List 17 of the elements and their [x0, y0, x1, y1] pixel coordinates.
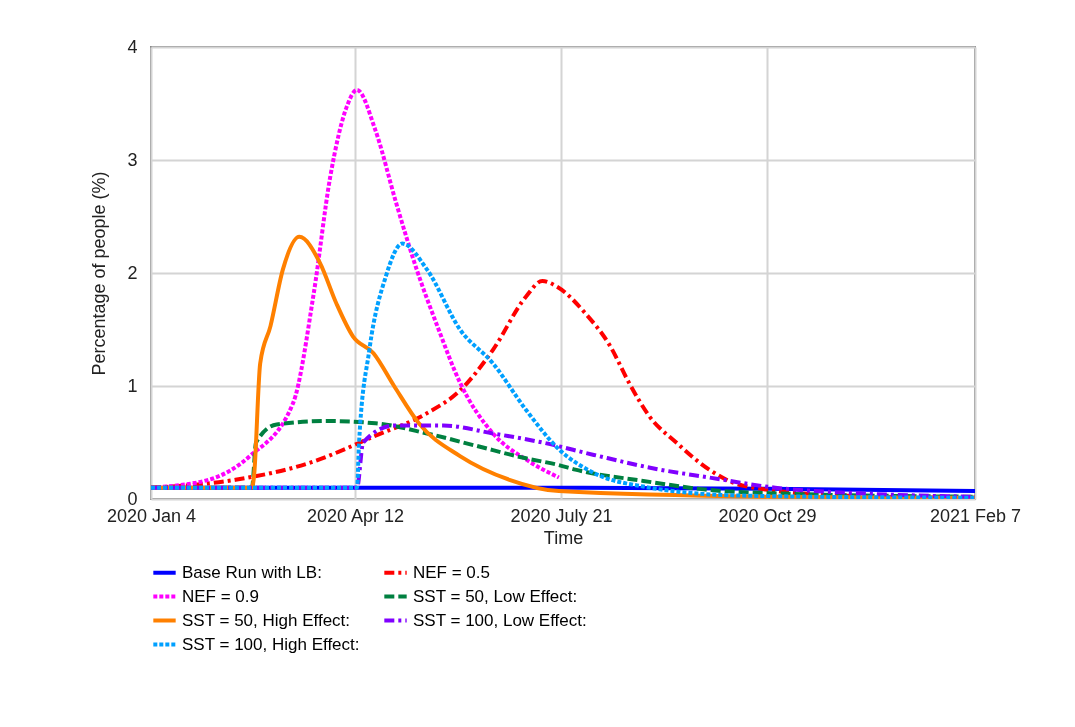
y-tick-label: 1: [127, 375, 138, 396]
legend-label: SST = 100, High Effect:: [182, 634, 360, 654]
x-axis-title: Time: [543, 527, 584, 548]
x-tick-label: 2021 Feb 7: [929, 505, 1022, 526]
legend-label: Base Run with LB:: [182, 562, 322, 582]
y-tick-label: 4: [127, 36, 138, 57]
legend-label: SST = 50, Low Effect:: [413, 586, 578, 606]
legend-label: NEF = 0.9: [182, 586, 260, 606]
legend-label: NEF = 0.5: [413, 562, 491, 582]
x-tick-label: 2020 July 21: [510, 505, 613, 526]
legend-label: SST = 100, Low Effect:: [413, 610, 587, 630]
y-tick-label: 2: [127, 262, 138, 283]
y-axis-title: Percentage of people (%): [89, 171, 110, 376]
x-tick-label: 2020 Oct 29: [718, 505, 817, 526]
x-tick-label: 2020 Apr 12: [306, 505, 404, 526]
legend-label: SST = 50, High Effect:: [182, 610, 351, 630]
y-tick-label: 3: [127, 149, 138, 170]
